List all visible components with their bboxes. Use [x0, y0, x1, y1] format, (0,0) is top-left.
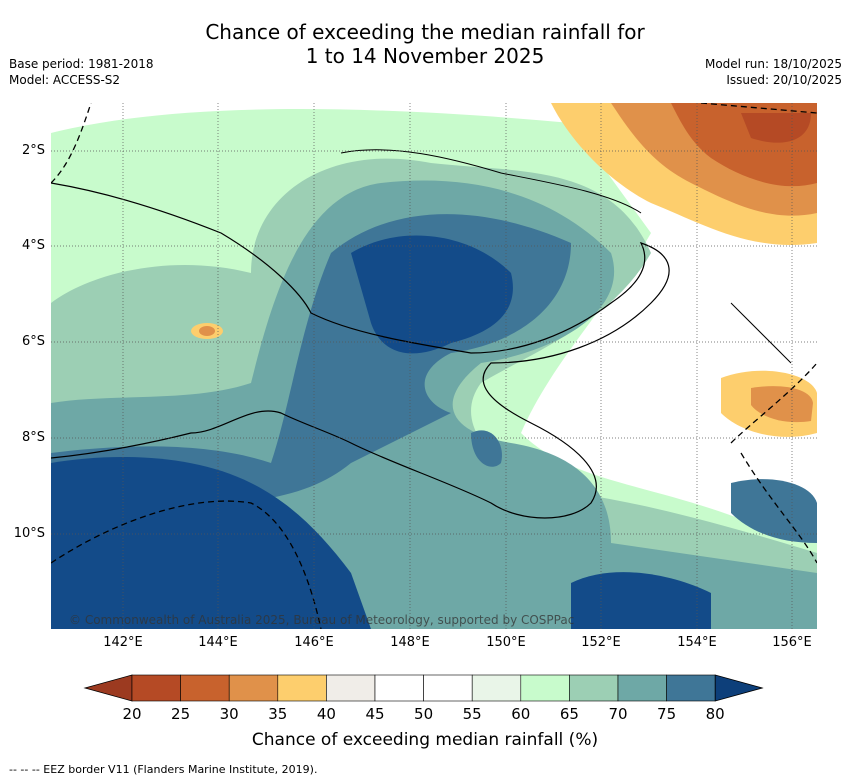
lon-tick-label: 156°E — [772, 635, 812, 650]
lat-tick-label: 6°S — [21, 334, 45, 349]
colorbar-label: 40 — [316, 705, 336, 723]
colorbar-segment — [569, 674, 619, 702]
lat-tick-label: 8°S — [21, 430, 45, 445]
colorbar — [83, 674, 764, 702]
colorbar-segment — [374, 674, 424, 702]
title-line-2: 1 to 14 November 2025 — [305, 44, 545, 68]
colorbar-label: 25 — [171, 705, 191, 723]
colorbar-segment — [471, 674, 522, 702]
region-20-25-ne — [741, 113, 811, 143]
lon-tick-label: 148°E — [390, 635, 430, 650]
colorbar-label: 70 — [608, 705, 628, 723]
lat-tick-label: 2°S — [21, 143, 45, 158]
colorbar-segment — [666, 674, 716, 702]
credit: © Commonwealth of Australia 2025, Bureau… — [69, 613, 575, 627]
lon-tick-label: 146°E — [294, 635, 334, 650]
colorbar-title: Chance of exceeding median rainfall (%) — [251, 730, 599, 750]
region-80-plus-north — [351, 235, 513, 354]
issued-date: Issued: 20/10/2025 — [726, 73, 842, 87]
eez-border-se — [740, 452, 817, 564]
model-name: Model: ACCESS-S2 — [9, 73, 121, 87]
region-30-35-se — [751, 386, 813, 423]
bougainville-coast — [730, 302, 792, 364]
region-80-plus-south — [571, 572, 711, 629]
colorbar-high-extend — [714, 674, 764, 702]
colorbar-label: 35 — [268, 705, 288, 723]
colorbar-label: 75 — [657, 705, 677, 723]
colorbar-segment — [617, 674, 667, 702]
colorbar-segment — [326, 674, 376, 702]
lon-tick-label: 144°E — [198, 635, 238, 650]
rainfall-map: © Commonwealth of Australia 2025, Bureau… — [51, 103, 817, 629]
colorbar-segment — [131, 674, 181, 702]
colorbar-label: 45 — [365, 705, 385, 723]
colorbar-label: 60 — [511, 705, 531, 723]
eez-border-sw — [51, 500, 322, 629]
colorbar-label: 65 — [559, 705, 579, 723]
colorbar-label: 50 — [414, 705, 434, 723]
colorbar-label: 55 — [462, 705, 482, 723]
new-britain-coast — [340, 149, 642, 214]
footnote: -- -- -- EEZ border V11 (Flanders Marine… — [9, 763, 318, 776]
region-80-plus-southwest — [51, 457, 371, 629]
gridlines — [51, 103, 817, 629]
lon-tick-label: 142°E — [103, 635, 143, 650]
title-line-1: Chance of exceeding the median rainfall … — [205, 20, 645, 44]
eez-border-nw — [51, 103, 92, 184]
region-75-80-east — [731, 479, 817, 543]
colorbar-segment — [180, 674, 230, 702]
colorbar-low-extend — [83, 674, 133, 702]
lat-tick-label: 4°S — [21, 238, 45, 253]
colorbar-segment — [423, 674, 473, 702]
eez-border-e — [730, 362, 817, 444]
lon-tick-label: 150°E — [486, 635, 526, 650]
coastline — [51, 182, 670, 519]
base-period: Base period: 1981-2018 — [9, 57, 154, 71]
colorbar-label: 20 — [122, 705, 142, 723]
lat-tick-label: 10°S — [13, 526, 45, 541]
colorbar-label: 80 — [705, 705, 725, 723]
region-75-80-central — [471, 430, 502, 467]
lon-tick-label: 152°E — [581, 635, 621, 650]
colorbar-segment — [277, 674, 327, 702]
model-run: Model run: 18/10/2025 — [704, 57, 842, 71]
colorbar-segment — [520, 674, 570, 702]
colorbar-label: 30 — [219, 705, 239, 723]
lon-tick-label: 154°E — [677, 635, 717, 650]
colorbar-segment — [228, 674, 279, 702]
region-30-35-inland — [199, 326, 215, 336]
map-svg — [51, 103, 817, 629]
